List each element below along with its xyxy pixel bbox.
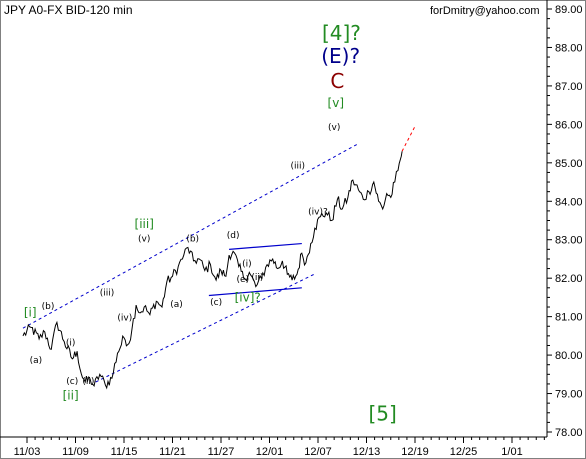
y-tick-label: 84.00	[555, 196, 583, 208]
wave-label: [4]?	[322, 21, 361, 45]
y-tick-label: 89.00	[555, 4, 583, 16]
wave-label: (c)	[66, 377, 78, 387]
wave-label: (E)?	[321, 44, 360, 68]
wave-label: [i]	[24, 306, 37, 320]
x-tick-label: 12/01	[256, 446, 284, 458]
triangle-upper-line	[229, 242, 302, 250]
y-tick-label: 87.00	[555, 81, 583, 93]
wave-label: (iv)?	[308, 208, 328, 218]
wave-label: [iv]?	[235, 290, 261, 304]
wave-label: (iii)	[291, 162, 306, 172]
wave-label: (ii)	[251, 273, 263, 283]
wave-label: (e)	[237, 275, 250, 285]
y-tick-label: 86.00	[555, 119, 583, 131]
y-tick-label: 79.00	[555, 389, 583, 401]
watermark: forDmitry@yahoo.com	[430, 5, 540, 17]
price-series	[22, 151, 403, 390]
wave-label: (iii)	[100, 288, 115, 298]
triangle-lower-line	[208, 287, 302, 297]
upper-channel-line	[22, 143, 359, 329]
chart-title: JPY A0-FX BID-120 min	[4, 3, 133, 17]
forecast-line	[401, 126, 416, 152]
lower-channel-line	[95, 273, 315, 383]
wave-label: (b)	[186, 235, 199, 245]
y-tick-label: 85.00	[555, 158, 583, 170]
x-tick-label: 1/01	[501, 446, 522, 458]
wave-label: (a)	[30, 356, 43, 366]
wave-label: (i)	[242, 260, 252, 270]
y-tick-label: 88.00	[555, 42, 583, 54]
trend-lines	[22, 126, 416, 383]
wave-label: (a)	[170, 300, 183, 310]
y-tick-label: 78.00	[555, 427, 583, 439]
x-tick-label: 12/25	[450, 446, 478, 458]
x-tick-label: 11/15	[111, 446, 138, 458]
x-tick-label: 11/27	[208, 446, 235, 458]
wave-label: (i)	[66, 338, 76, 348]
wave-label: [5]	[368, 401, 396, 425]
wave-label: [v]	[328, 96, 344, 110]
price-line	[22, 151, 403, 390]
wave-label: (d)	[227, 231, 240, 241]
x-tick-label: 11/21	[159, 446, 186, 458]
y-tick-label: 80.00	[555, 350, 583, 362]
wave-label: (b)	[42, 302, 55, 312]
x-tick-label: 12/07	[304, 446, 332, 458]
wave-labels: [i](a)(b)(i)(c)[ii](ii)(iii)(iv)(v)[iii]…	[24, 21, 397, 426]
y-axis-ticks: 89.00 88.00 87.00 86.00 85.00 84.00 83.00 82.00…	[547, 4, 583, 439]
y-tick-label: 83.00	[555, 235, 583, 247]
wave-label: [iii]	[135, 217, 154, 231]
y-tick-label: 81.00	[555, 312, 583, 324]
x-tick-label: 11/09	[62, 446, 89, 458]
wave-label: (c)	[210, 298, 222, 308]
x-axis-ticks: 11/03 11/09 11/15 11/21 11/27 12/01 12/07 12/13…	[14, 437, 545, 458]
wave-label: (ii)	[82, 377, 94, 387]
wave-label: (iv)	[117, 313, 132, 323]
x-tick-label: 11/03	[14, 446, 41, 458]
wave-label: (v)	[138, 235, 150, 245]
wave-label: [ii]	[63, 388, 79, 402]
y-tick-label: 82.00	[555, 273, 583, 285]
wave-label: (v)	[328, 123, 340, 133]
x-tick-label: 12/13	[353, 446, 381, 458]
x-tick-label: 12/19	[401, 446, 429, 458]
wave-label: C	[330, 69, 344, 93]
